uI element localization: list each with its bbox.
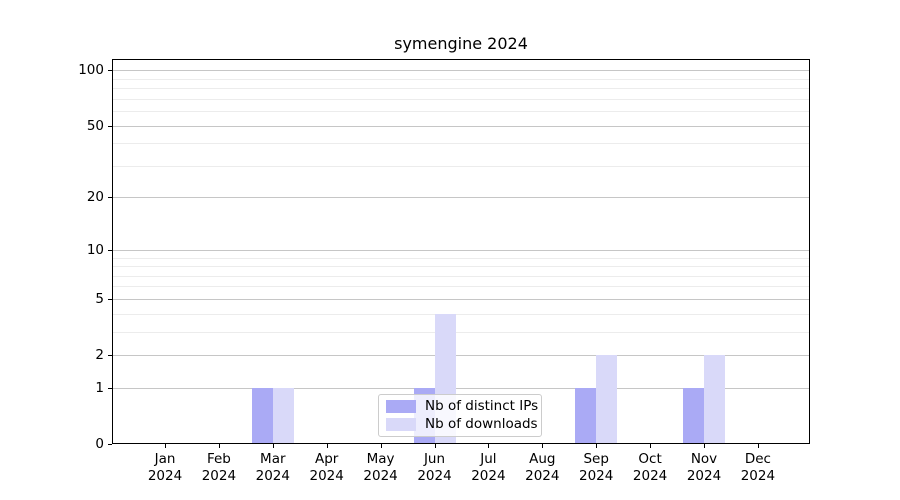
x-tick-label: Mar 2024 — [255, 451, 290, 484]
gridline-minor — [112, 98, 810, 100]
x-tick-mark — [434, 444, 436, 448]
gridline-minor — [112, 286, 810, 288]
gridline-minor — [112, 257, 810, 259]
x-tick-label: Dec 2024 — [740, 451, 776, 484]
y-tick-mark — [108, 249, 112, 251]
y-tick-mark — [108, 298, 112, 300]
legend-item-downloads: Nb of downloads — [386, 416, 538, 432]
legend-label-distinct-ips: Nb of distinct IPs — [425, 398, 539, 415]
x-tick-mark — [165, 444, 166, 448]
y-tick-mark — [108, 70, 112, 72]
y-tick-label: 2 — [95, 347, 104, 363]
gridline-minor — [112, 143, 810, 145]
x-tick-label: Jun 2024 — [417, 451, 452, 484]
y-tick-mark — [108, 444, 112, 445]
x-tick-label: Feb 2024 — [201, 451, 237, 484]
gridline-minor — [112, 275, 810, 277]
gridline-minor — [112, 88, 810, 89]
y-tick-label: 10 — [86, 241, 104, 258]
x-tick-mark — [218, 444, 220, 448]
gridline-minor — [112, 266, 810, 267]
x-tick-mark — [650, 444, 652, 448]
x-tick-mark — [704, 444, 705, 448]
y-tick-mark — [108, 355, 112, 356]
x-tick-mark — [326, 444, 328, 448]
plot-area — [112, 59, 810, 444]
gridline-major — [112, 125, 810, 127]
legend: Nb of distinct IPs Nb of downloads — [378, 394, 542, 437]
x-tick-label: Nov 2024 — [686, 451, 722, 484]
bar-distinct-ips — [251, 387, 273, 444]
y-tick-mark — [108, 125, 112, 127]
x-tick-mark — [488, 444, 490, 448]
gridline-major — [112, 387, 810, 389]
gridline-major — [112, 298, 810, 300]
x-tick-label: Jul 2024 — [471, 451, 506, 484]
bar-distinct-ips — [575, 387, 597, 444]
y-tick-mark — [108, 197, 112, 199]
gridline-major — [112, 355, 810, 356]
bar-distinct-ips — [683, 387, 704, 444]
x-tick-label: Aug 2024 — [525, 451, 560, 484]
x-tick-label: Jan 2024 — [147, 451, 183, 484]
x-tick-label: Oct 2024 — [632, 451, 668, 484]
y-tick-label: 0 — [95, 436, 104, 452]
y-tick-label: 100 — [78, 62, 104, 79]
x-tick-label: Apr 2024 — [309, 451, 344, 484]
gridline-major — [112, 70, 810, 72]
x-tick-mark — [272, 444, 274, 448]
legend-swatch-distinct-ips-icon — [386, 400, 416, 414]
x-tick-mark — [757, 444, 759, 448]
x-tick-mark — [380, 444, 382, 448]
x-tick-mark — [542, 444, 544, 448]
y-tick-label: 1 — [95, 379, 104, 396]
legend-swatch-downloads-icon — [386, 417, 416, 431]
gridline-minor — [112, 111, 810, 112]
y-tick-label: 20 — [86, 189, 104, 206]
y-tick-label: 5 — [95, 290, 104, 307]
bar-downloads — [704, 355, 725, 444]
bar-downloads — [596, 355, 618, 444]
gridline-minor — [112, 313, 810, 315]
bar-downloads — [272, 387, 294, 444]
x-tick-label: May 2024 — [363, 451, 398, 484]
gridline-minor — [112, 78, 810, 80]
x-tick-label: Sep 2024 — [579, 451, 614, 484]
x-tick-mark — [596, 444, 598, 448]
gridline-minor — [112, 165, 810, 167]
y-tick-mark — [108, 387, 112, 389]
gridline-major — [112, 249, 810, 251]
y-tick-label: 50 — [86, 117, 104, 134]
gridline-minor — [112, 331, 810, 333]
gridline-major — [112, 197, 810, 199]
chart-title: symengine 2024 — [394, 34, 528, 53]
legend-label-downloads: Nb of downloads — [425, 415, 538, 432]
legend-item-distinct-ips: Nb of distinct IPs — [386, 399, 538, 414]
